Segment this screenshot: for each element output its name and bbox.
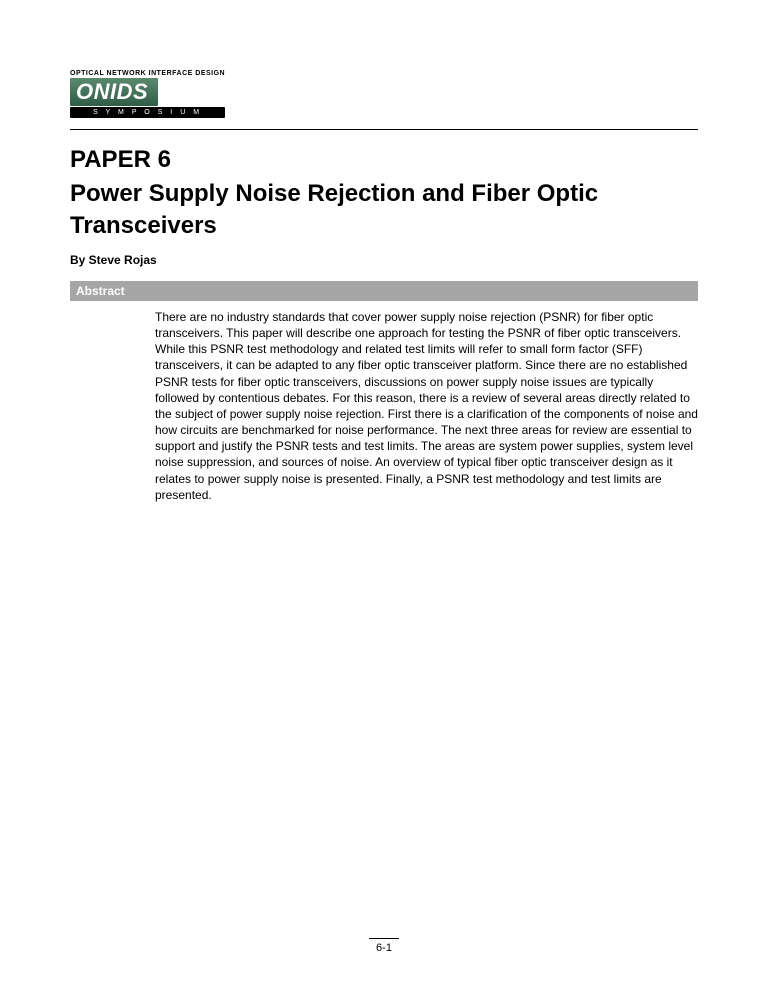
header-rule (70, 129, 698, 130)
page-number: 6-1 (376, 942, 392, 954)
footer-rule (369, 938, 399, 939)
logo-bot-text: S Y M P O S I U M (70, 107, 225, 118)
byline: By Steve Rojas (70, 253, 698, 267)
page-footer: 6-1 (0, 938, 768, 954)
logo-block: OPTICAL NETWORK INTERFACE DESIGN ONIDS S… (70, 70, 698, 119)
onids-logo: OPTICAL NETWORK INTERFACE DESIGN ONIDS S… (70, 70, 225, 118)
abstract-heading: Abstract (70, 281, 698, 301)
logo-mid-text: ONIDS (70, 78, 158, 106)
paper-title: Power Supply Noise Rejection and Fiber O… (70, 178, 698, 243)
logo-top-text: OPTICAL NETWORK INTERFACE DESIGN (70, 70, 225, 77)
paper-number: PAPER 6 (70, 146, 698, 174)
abstract-body: There are no industry standards that cov… (155, 309, 698, 503)
page-container: OPTICAL NETWORK INTERFACE DESIGN ONIDS S… (0, 0, 768, 503)
